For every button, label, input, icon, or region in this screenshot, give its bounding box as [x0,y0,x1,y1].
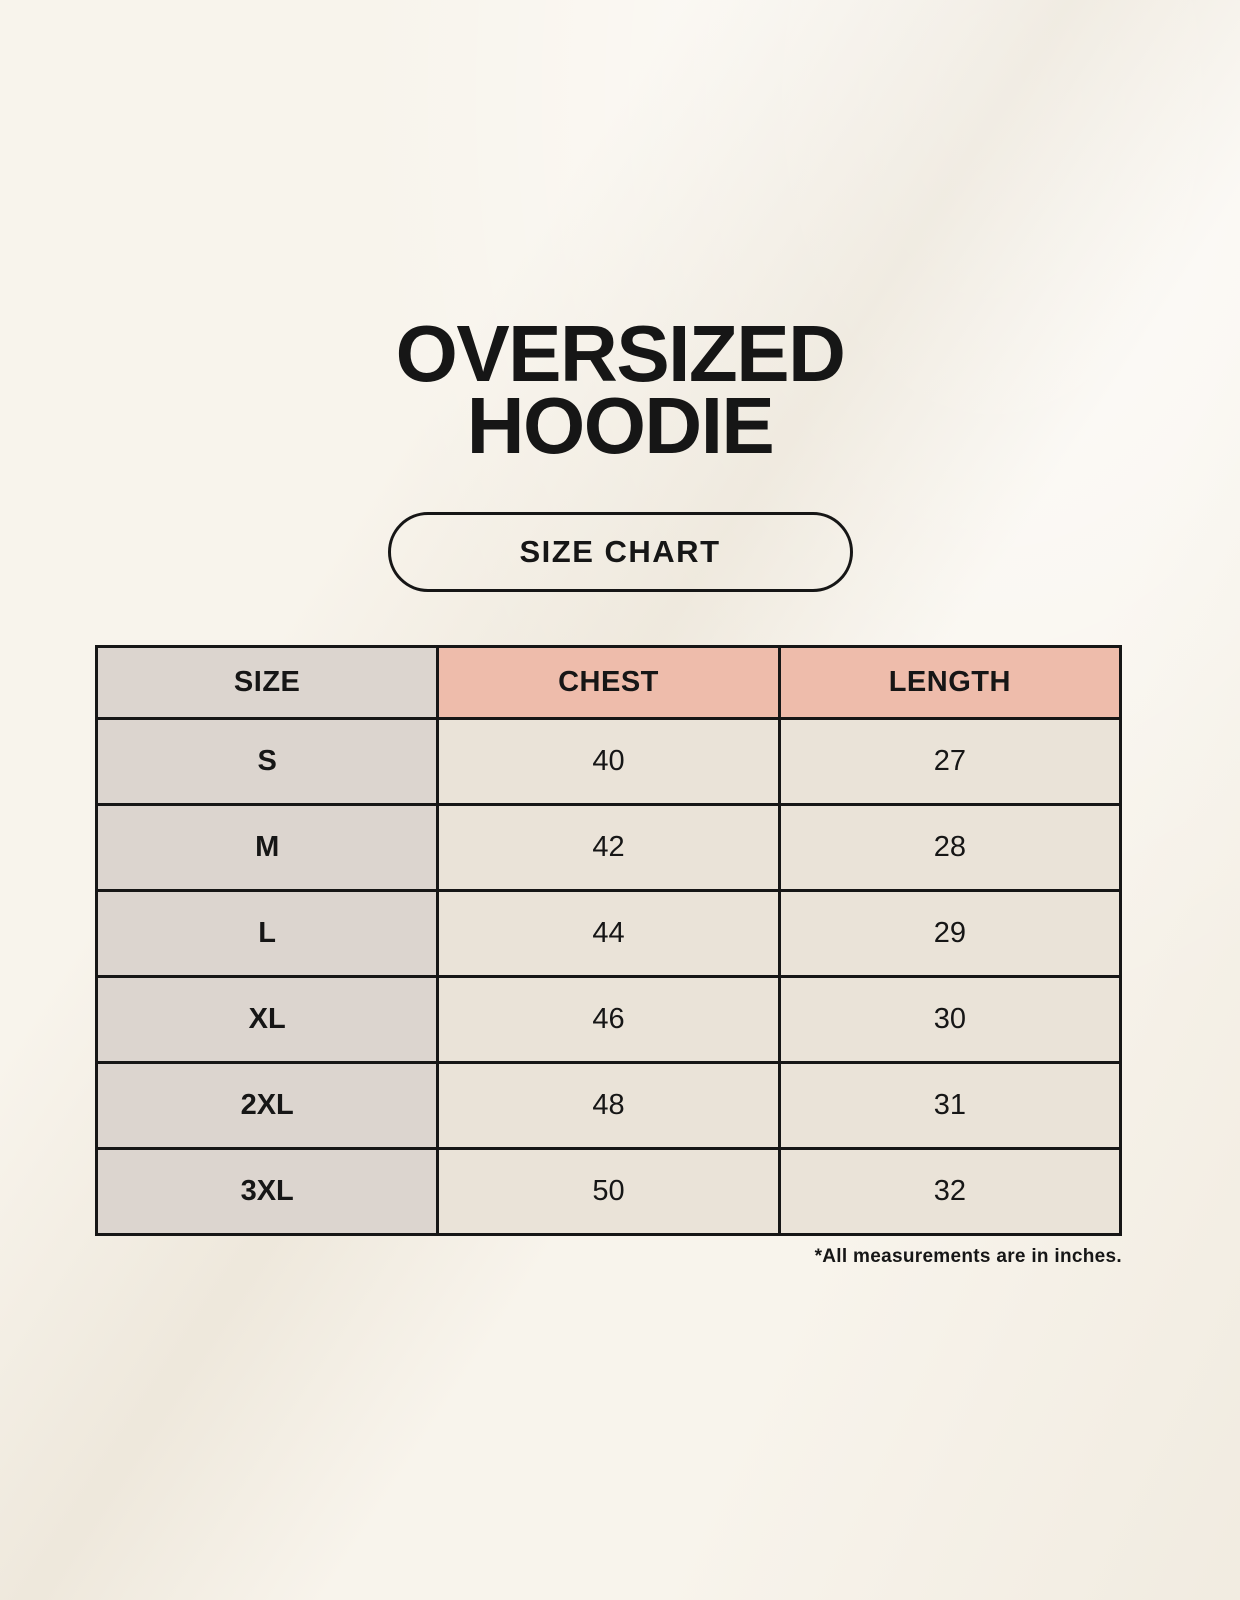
size-chart-badge[interactable]: SIZE CHART [387,512,853,592]
chest-cell: 50 [436,1147,781,1236]
size-table: SIZE CHEST LENGTH S 40 27 M 42 28 L 44 2… [94,645,1123,1236]
chest-cell: 48 [436,1061,781,1150]
size-cell: XL [94,975,440,1064]
size-cell: 2XL [94,1061,440,1150]
table-row: 2XL 48 31 [94,1061,1123,1150]
page-title-line-1: OVERSIZED [395,309,846,398]
size-table-header: SIZE CHEST LENGTH [94,645,1123,720]
length-cell: 31 [777,1061,1123,1150]
page-title-line-2: HOODIE [466,381,775,470]
header-row: SIZE CHEST LENGTH [94,645,1123,720]
size-table-body: S 40 27 M 42 28 L 44 29 XL 46 30 2XL 48 [94,717,1123,1236]
page-title: OVERSIZED HOODIE [0,309,1240,470]
length-cell: 29 [777,889,1123,978]
table-row: M 42 28 [94,803,1123,892]
length-cell: 28 [777,803,1123,892]
chest-cell: 42 [436,803,781,892]
table-row: S 40 27 [94,717,1123,806]
chest-cell: 44 [436,889,781,978]
length-cell: 32 [777,1147,1123,1236]
size-cell: 3XL [94,1147,440,1236]
column-header-chest: CHEST [436,645,781,720]
length-cell: 30 [777,975,1123,1064]
measurements-note: *All measurements are in inches. [814,1246,1122,1267]
size-cell: M [94,803,440,892]
chest-cell: 40 [436,717,781,806]
column-header-length: LENGTH [777,645,1123,720]
length-cell: 27 [777,717,1123,806]
size-cell: L [94,889,440,978]
table-row: L 44 29 [94,889,1123,978]
column-header-size: SIZE [94,645,440,720]
chest-cell: 46 [436,975,781,1064]
table-row: XL 46 30 [94,975,1123,1064]
size-cell: S [94,717,440,806]
table-row: 3XL 50 32 [94,1147,1123,1236]
